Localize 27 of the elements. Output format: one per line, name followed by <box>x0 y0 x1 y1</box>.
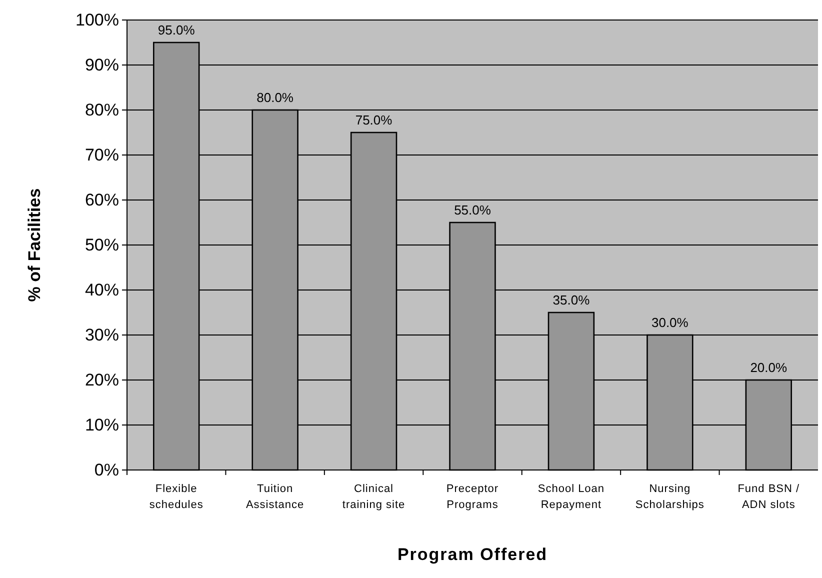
x-tick-label: Nursing Scholarships <box>635 483 704 511</box>
y-tick-label: 70% <box>84 145 119 164</box>
data-label: 20.0% <box>750 360 788 375</box>
y-axis-title: % of Facilities <box>25 188 44 302</box>
y-tick-label: 10% <box>84 415 119 434</box>
y-tick-label: 0% <box>94 460 119 480</box>
x-tick-label: Flexible schedules <box>149 483 204 511</box>
y-tick-label: 50% <box>84 235 119 254</box>
y-tick-label: 60% <box>84 190 119 210</box>
data-label: 75.0% <box>355 112 393 128</box>
x-tick-label: Clinical training site <box>342 483 406 511</box>
data-label: 35.0% <box>552 292 590 308</box>
data-label: 55.0% <box>454 202 492 218</box>
y-tick-label: 80% <box>84 100 119 120</box>
y-tick-label: 90% <box>84 55 119 74</box>
x-axis-title: Program Offered <box>397 545 548 564</box>
x-tick-label: Preceptor Programs <box>446 483 499 511</box>
y-tick-label: 20% <box>84 370 119 390</box>
y-tick-label: 100% <box>76 10 119 30</box>
x-tick-label: Tuition Assistance <box>246 483 304 511</box>
y-tick-label: 30% <box>84 325 119 344</box>
data-label: 95.0% <box>158 22 196 38</box>
x-tick-label: Fund BSN / ADN slots <box>738 483 800 511</box>
x-tick-label: School Loan Repayment <box>538 483 605 511</box>
y-tick-label: 40% <box>84 280 119 300</box>
data-label: 30.0% <box>651 315 689 330</box>
data-label: 80.0% <box>256 90 294 105</box>
